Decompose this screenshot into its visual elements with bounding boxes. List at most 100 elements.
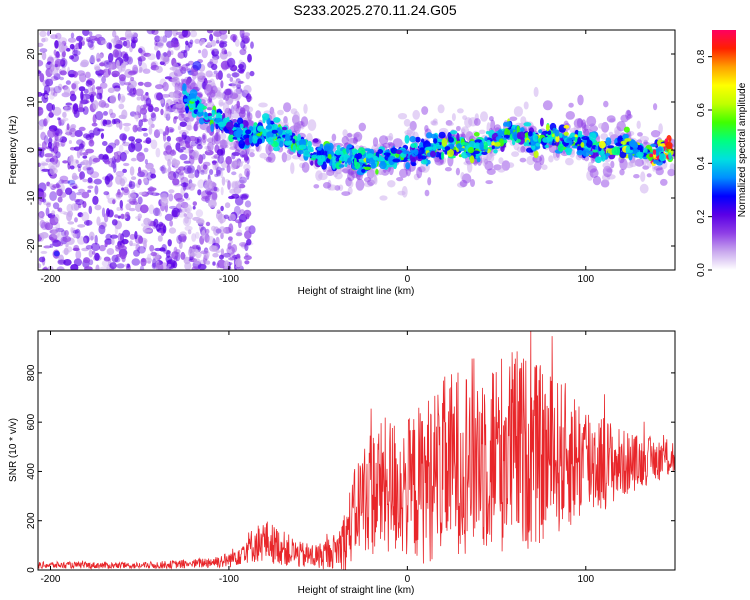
spectrogram-cell xyxy=(165,113,171,121)
spectrogram-cell xyxy=(163,52,168,57)
spectrogram-cell xyxy=(120,213,125,220)
spectrogram-cell xyxy=(653,159,657,165)
spectrogram-cell xyxy=(610,160,615,169)
spectrogram-cell xyxy=(231,152,236,160)
spectrogram-cell xyxy=(235,258,243,268)
spectrogram-cell xyxy=(152,258,157,268)
spectrogram-cell xyxy=(292,144,296,153)
spectrogram-cell xyxy=(105,233,112,241)
spectrogram-cell xyxy=(143,217,151,226)
spectrogram-cell xyxy=(216,209,221,214)
spectrogram-cell xyxy=(76,149,81,159)
spectrogram-cell xyxy=(197,107,204,113)
x-tick-label: -200 xyxy=(40,574,60,585)
spectrogram-cell xyxy=(473,118,481,126)
spectrogram-cell xyxy=(505,121,512,128)
spectrogram-cell xyxy=(243,37,249,44)
spectrogram-cell xyxy=(334,172,343,180)
spectrogram-cell xyxy=(172,62,179,74)
spectrogram-cell xyxy=(130,76,135,82)
spectrogram-cell xyxy=(155,262,164,270)
spectrogram-cell xyxy=(85,71,91,79)
spectrogram-cell xyxy=(201,48,208,59)
spectrogram-cell xyxy=(634,158,644,167)
spectrogram-cell xyxy=(59,76,64,81)
spectrogram-cell xyxy=(43,245,52,249)
spectrogram-cell xyxy=(118,93,126,104)
spectrogram-cell xyxy=(660,178,668,186)
spectrogram-cell xyxy=(262,129,266,137)
spectrogram-cell xyxy=(201,190,210,200)
spectrogram-cell xyxy=(61,180,71,184)
spectrogram-cell xyxy=(99,266,109,270)
spectrogram-cell xyxy=(78,102,83,112)
spectrogram-cell xyxy=(58,37,68,44)
spectrogram-cell xyxy=(216,149,224,156)
spectrogram-cell xyxy=(129,200,139,206)
spectrogram-cell xyxy=(80,71,84,78)
spectrogram-cell xyxy=(484,136,488,142)
chart-title: S233.2025.270.11.24.G05 xyxy=(293,2,457,18)
spectrogram-cell xyxy=(138,57,143,67)
spectrogram-cell xyxy=(467,161,473,173)
spectrogram-cell xyxy=(41,141,47,150)
spectrogram-cell xyxy=(240,194,249,201)
spectrogram-cell xyxy=(154,35,161,43)
spectrogram-cell xyxy=(239,176,247,184)
spectrogram-cell xyxy=(94,185,99,195)
spectrogram-cell xyxy=(628,160,638,168)
spectrogram-cell xyxy=(204,111,208,118)
spectrogram-cell xyxy=(245,252,249,258)
spectrogram-cell xyxy=(154,207,159,216)
spectrogram-cell xyxy=(265,156,272,163)
spectrogram-cell xyxy=(221,47,227,55)
spectrogram-cell xyxy=(603,100,609,108)
spectrogram-cell xyxy=(615,146,621,156)
spectrogram-cell xyxy=(435,138,444,143)
spectrogram-cell xyxy=(183,192,189,199)
spectrogram-cell xyxy=(403,118,411,127)
spectrogram-cell xyxy=(566,137,573,144)
spectrogram-cell xyxy=(121,187,125,191)
spectrogram-cell xyxy=(472,150,480,155)
spectrogram-cell xyxy=(523,101,529,110)
spectrogram-cell xyxy=(64,105,68,110)
spectrogram-cell xyxy=(90,171,100,179)
spectrogram-cell xyxy=(166,260,174,264)
spectrogram-cell xyxy=(164,108,171,118)
spectrogram-cell xyxy=(152,191,156,197)
spectrogram-cell xyxy=(447,149,454,157)
spectrogram-cell xyxy=(172,178,180,186)
spectrogram-cell xyxy=(164,30,173,38)
spectrogram-cell xyxy=(103,256,111,262)
spectrogram-cell xyxy=(38,143,42,147)
spectrogram-cell xyxy=(68,73,75,78)
spectrogram-cell xyxy=(159,36,164,42)
spectrogram-cell xyxy=(336,144,341,151)
spectrogram-cell xyxy=(108,52,114,63)
spectrogram-cell xyxy=(121,109,128,120)
spectrogram-cell xyxy=(326,169,335,176)
spectrogram-cell xyxy=(183,213,187,217)
spectrogram-cell xyxy=(151,262,157,269)
spectrogram-cell xyxy=(89,93,95,103)
snr-series-line xyxy=(38,331,675,570)
spectrogram-cell xyxy=(503,139,508,144)
spectrogram-cell xyxy=(211,109,215,116)
spectrogram-cell xyxy=(157,128,164,134)
spectrogram-cell xyxy=(75,199,85,206)
spectrogram-cell xyxy=(204,84,213,96)
spectrogram-cell xyxy=(145,97,152,107)
spectrogram-cell xyxy=(220,132,227,140)
spectrogram-cell xyxy=(257,126,264,131)
spectrogram-cell xyxy=(96,58,101,62)
spectrogram-cell xyxy=(185,142,191,149)
spectrogram-cell xyxy=(438,131,446,139)
spectrogram-cell xyxy=(231,181,239,191)
spectrogram-cell xyxy=(180,201,189,209)
spectrogram-cell xyxy=(103,191,110,196)
spectrogram-cell xyxy=(73,258,82,267)
spectrogram-cell xyxy=(396,177,404,182)
spectrogram-cell xyxy=(332,162,336,170)
spectrogram-cell xyxy=(86,166,94,175)
